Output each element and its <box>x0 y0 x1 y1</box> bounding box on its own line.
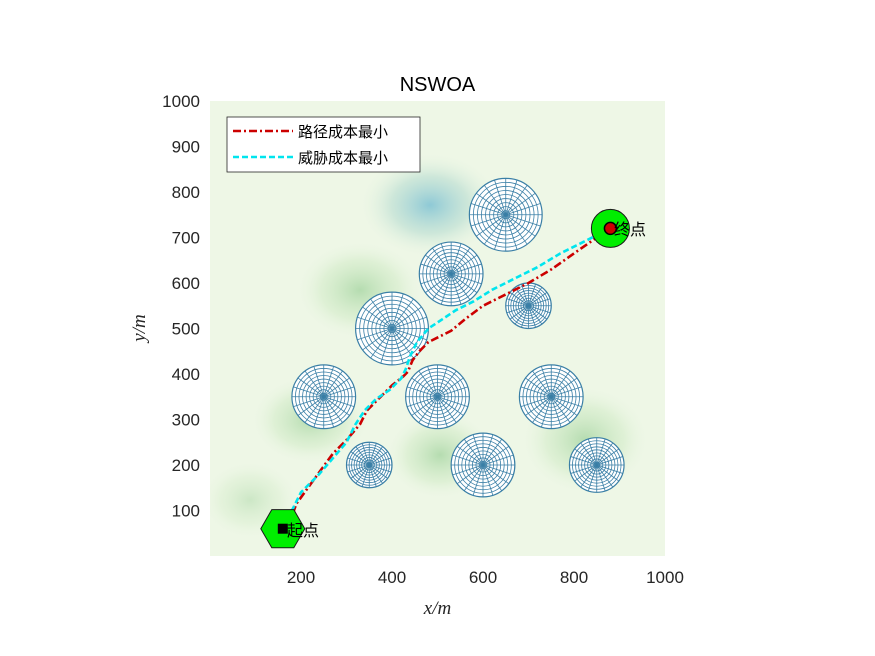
x-tick-label: 400 <box>378 568 406 587</box>
x-tick-label: 1000 <box>646 568 684 587</box>
y-tick-label: 600 <box>172 274 200 293</box>
y-tick-label: 200 <box>172 456 200 475</box>
threat-sphere <box>568 437 625 493</box>
start-point <box>277 523 288 534</box>
y-tick-label: 900 <box>172 138 200 157</box>
legend: 路径成本最小 威胁成本最小 <box>226 116 421 173</box>
y-tick-label: 1000 <box>162 92 200 111</box>
x-tick-label: 600 <box>469 568 497 587</box>
y-tick-label: 700 <box>172 229 200 248</box>
y-axis-ticks: 100 200 300 400 500 600 700 800 900 1000 <box>162 92 200 521</box>
x-tick-label: 800 <box>560 568 588 587</box>
path-lines <box>286 227 612 530</box>
x-tick-label: 200 <box>287 568 315 587</box>
legend-box <box>226 116 421 173</box>
y-tick-label: 300 <box>172 411 200 430</box>
threat-sphere <box>468 177 543 252</box>
start-label: 起点 <box>287 521 319 540</box>
y-tick-label: 800 <box>172 183 200 202</box>
goal-label: 终点 <box>614 220 646 239</box>
x-axis-label: x/m <box>423 598 451 619</box>
threat-sphere <box>355 291 430 366</box>
threat-sphere <box>345 441 393 489</box>
y-tick-label: 500 <box>172 320 200 339</box>
start-goal-markers <box>260 208 630 549</box>
y-axis-label: y/m <box>129 314 150 343</box>
threat-sphere <box>505 282 552 330</box>
threat-sphere <box>405 364 470 430</box>
threat-spheres <box>291 177 625 498</box>
y-tick-label: 100 <box>172 502 200 521</box>
legend-label-threat-cost: 威胁成本最小 <box>298 149 388 167</box>
series-line-2 <box>286 227 611 530</box>
legend-label-path-cost: 路径成本最小 <box>298 123 388 141</box>
x-axis-ticks: 200 400 600 800 1000 <box>287 568 684 587</box>
threat-sphere <box>450 432 516 498</box>
chart-title: NSWOA <box>400 74 476 96</box>
series-line-1 <box>286 227 612 530</box>
plot-area <box>210 101 665 556</box>
threat-sphere <box>291 364 357 430</box>
goal-point <box>603 221 618 236</box>
threat-sphere <box>518 364 584 430</box>
y-tick-label: 400 <box>172 365 200 384</box>
threat-sphere <box>418 241 484 307</box>
